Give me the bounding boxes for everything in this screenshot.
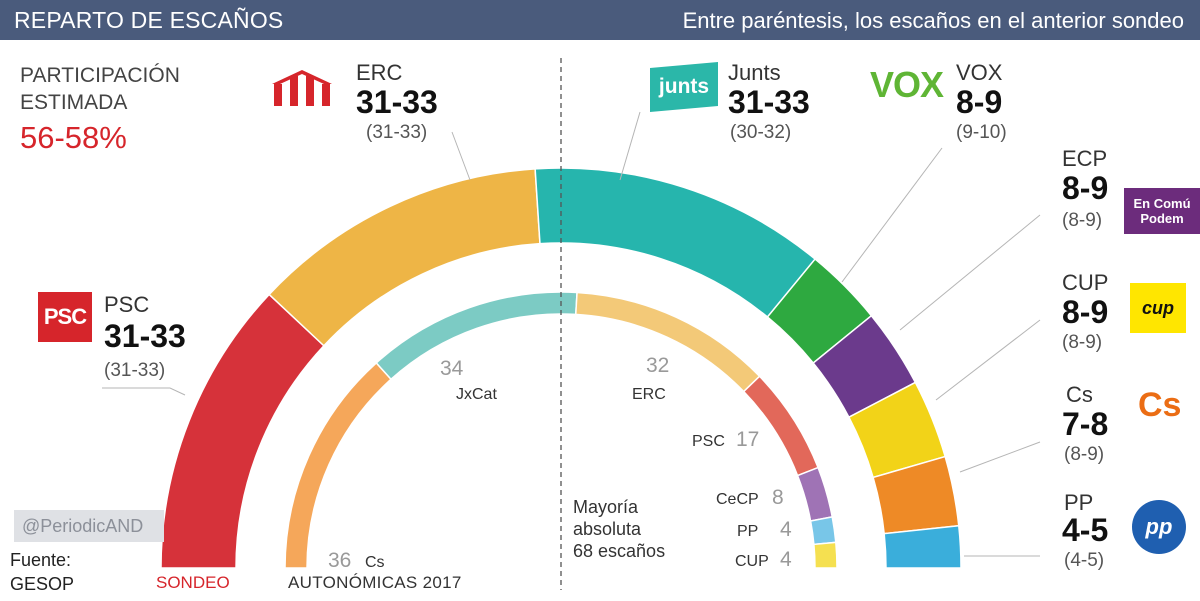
leader-vox: [841, 147, 943, 283]
pp-seats: 4-5: [1062, 512, 1109, 548]
psc-seats: 31-33: [104, 318, 186, 354]
cup-prev-seats: (8-9): [1062, 332, 1103, 353]
chart-title: REPARTO DE ESCAÑOS: [14, 7, 284, 33]
cup-logo-icon: cup: [1130, 283, 1186, 333]
leader-ecp: [899, 214, 1041, 331]
vox-logo-icon: VOX: [870, 64, 944, 105]
junts-seats: 31-33: [728, 84, 810, 120]
erc-prev-seats: (31-33): [366, 122, 428, 143]
cs-logo-icon: Cs: [1138, 386, 1182, 424]
ecp-logo-line2: Podem: [1140, 211, 1184, 226]
ecp-name: ECP: [1062, 146, 1108, 171]
majority-line3: 68 escaños: [573, 541, 666, 561]
leader-junts: [619, 111, 641, 181]
ecp-prev-seats: (8-9): [1062, 210, 1103, 231]
ecp-logo-icon: En Comú Podem: [1124, 188, 1200, 234]
autonomicas-segment-cs: [284, 361, 393, 569]
participation-value: 56-58%: [20, 120, 127, 155]
autonomicas-segment-pp: [809, 516, 837, 546]
autonomicas-label: AUTONÓMICAS 2017: [288, 573, 462, 592]
autonomicas-segment-cup: [813, 541, 838, 569]
psc-logo-icon: PSC: [38, 292, 92, 342]
source: Fuente: GESOP: [10, 548, 130, 596]
psc-prev-seats: (31-33): [104, 360, 166, 381]
majority-line2: absoluta: [573, 519, 642, 539]
inner-label-cecp: CeCP: [716, 491, 759, 508]
autonomicas-segment-cecp: [796, 466, 834, 522]
source-value: GESOP: [10, 574, 75, 594]
cs-seats: 7-8: [1062, 406, 1109, 442]
sondeo-label: SONDEO: [156, 573, 230, 592]
vox-name: VOX: [956, 60, 1003, 85]
inner-label-jxcat: JxCat: [456, 386, 497, 403]
sondeo-segment-pp: [883, 524, 962, 569]
erc-seats: 31-33: [356, 84, 438, 120]
junts-logo-icon: junts: [650, 62, 718, 112]
inner-ring-labels: 34 JxCat 32 ERC PSC 17 CeCP 8 PP 4 CUP 4…: [328, 354, 792, 572]
cup-seats: 8-9: [1062, 294, 1109, 330]
leader-cup: [935, 319, 1041, 401]
inner-label-pp: PP: [737, 523, 758, 540]
erc-name: ERC: [356, 60, 403, 85]
erc-logo-icon: [272, 70, 332, 106]
sondeo-ring: [160, 167, 962, 569]
junts-name: Junts: [728, 60, 781, 85]
chart-subtitle: Entre paréntesis, los escaños en el ante…: [682, 8, 1184, 33]
inner-value-cup: 4: [780, 548, 792, 571]
vox-seats: 8-9: [956, 84, 1003, 120]
autonomicas-segment-psc: [742, 375, 820, 477]
leader-erc: [451, 131, 471, 181]
source-label: Fuente:: [10, 550, 72, 570]
inner-value-psc: 17: [736, 428, 759, 451]
cup-name: CUP: [1062, 270, 1109, 295]
inner-value-jxcat: 34: [440, 357, 464, 380]
header-bar: REPARTO DE ESCAÑOS Entre paréntesis, los…: [0, 0, 1200, 40]
pp-logo-icon: pp: [1132, 500, 1186, 554]
pp-prev-seats: (4-5): [1064, 550, 1105, 571]
leader-psc: [102, 387, 186, 396]
cs-prev-seats: (8-9): [1064, 444, 1105, 465]
ecp-logo-line1: En Comú: [1133, 196, 1191, 211]
watermark: @PeriodicAND: [14, 510, 164, 542]
autonomicas-segment-jxcat: [375, 291, 578, 381]
participation-label-line2: ESTIMADA: [20, 91, 128, 114]
participation-label-line1: PARTICIPACIÓN: [20, 64, 180, 87]
psc-name: PSC: [104, 292, 150, 317]
inner-value-erc: 32: [646, 354, 669, 377]
inner-label-erc: ERC: [632, 386, 666, 403]
pp-name: PP: [1064, 490, 1094, 515]
majority-note: Mayoría absoluta 68 escaños: [573, 496, 713, 562]
inner-value-pp: 4: [780, 518, 792, 541]
cs-name: Cs: [1066, 382, 1093, 407]
junts-prev-seats: (30-32): [730, 122, 792, 143]
vox-prev-seats: (9-10): [956, 122, 1007, 143]
inner-label-psc: PSC: [692, 433, 725, 450]
leader-lines: [102, 111, 1041, 557]
inner-label-cup: CUP: [735, 553, 769, 570]
inner-value-cs: 36: [328, 549, 351, 572]
autonomicas-ring: [284, 291, 838, 569]
inner-label-cs: Cs: [365, 554, 385, 571]
participation-label: PARTICIPACIÓN ESTIMADA: [20, 62, 220, 116]
majority-line1: Mayoría: [573, 497, 639, 517]
inner-value-cecp: 8: [772, 486, 784, 509]
leader-cs: [959, 441, 1041, 473]
ecp-seats: 8-9: [1062, 170, 1109, 206]
